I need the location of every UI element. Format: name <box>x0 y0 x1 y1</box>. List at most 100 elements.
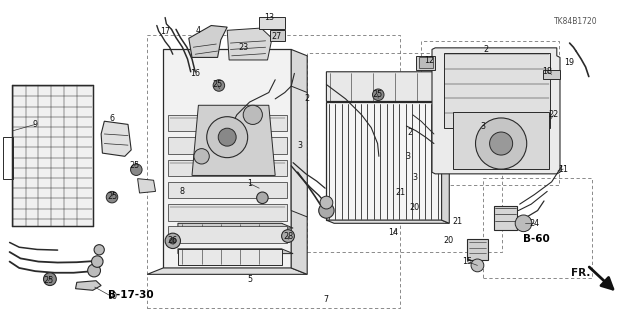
Text: 13: 13 <box>264 13 274 22</box>
Circle shape <box>207 117 248 158</box>
Circle shape <box>515 215 532 232</box>
Polygon shape <box>138 179 156 193</box>
Polygon shape <box>76 281 101 290</box>
Polygon shape <box>147 268 307 274</box>
Text: 14: 14 <box>388 228 399 237</box>
Bar <box>419 57 433 68</box>
Polygon shape <box>168 137 287 154</box>
Polygon shape <box>291 49 307 274</box>
Polygon shape <box>178 223 293 228</box>
Text: 17: 17 <box>160 27 170 36</box>
Circle shape <box>92 256 103 267</box>
Circle shape <box>490 132 513 155</box>
Text: 3: 3 <box>412 173 417 182</box>
Polygon shape <box>189 26 227 57</box>
Text: 5: 5 <box>247 275 252 284</box>
Bar <box>467 239 488 260</box>
Bar <box>416 56 435 70</box>
Text: 22: 22 <box>548 110 559 119</box>
Bar <box>543 70 560 79</box>
Bar <box>12 85 93 226</box>
Text: 24: 24 <box>529 219 540 228</box>
Polygon shape <box>192 105 275 175</box>
Polygon shape <box>178 249 293 254</box>
Polygon shape <box>168 204 287 221</box>
Text: 9: 9 <box>33 120 38 129</box>
Circle shape <box>131 164 142 175</box>
Text: B-60: B-60 <box>523 234 550 244</box>
Text: 16: 16 <box>190 69 200 78</box>
Text: 11: 11 <box>558 165 568 174</box>
Text: 21: 21 <box>452 217 463 226</box>
Text: 7: 7 <box>324 295 329 304</box>
Polygon shape <box>326 72 448 101</box>
Bar <box>307 53 502 252</box>
Circle shape <box>218 128 236 146</box>
Text: 2: 2 <box>484 45 489 54</box>
Text: 3: 3 <box>481 122 486 130</box>
Bar <box>259 17 285 29</box>
Polygon shape <box>432 48 560 174</box>
Circle shape <box>282 230 294 242</box>
Circle shape <box>170 238 176 244</box>
Circle shape <box>44 273 56 286</box>
Polygon shape <box>453 112 549 169</box>
Polygon shape <box>326 102 442 220</box>
Text: 27: 27 <box>271 32 282 41</box>
Bar <box>421 41 559 185</box>
Polygon shape <box>291 86 307 217</box>
Polygon shape <box>442 102 449 223</box>
Polygon shape <box>326 220 449 223</box>
Text: 3: 3 <box>406 152 411 161</box>
Text: 26: 26 <box>168 236 178 245</box>
Text: 25: 25 <box>372 90 383 99</box>
Circle shape <box>372 89 384 100</box>
Circle shape <box>213 80 225 91</box>
Bar <box>483 178 592 278</box>
Circle shape <box>471 259 484 272</box>
Text: 25: 25 <box>129 161 140 170</box>
Polygon shape <box>168 115 287 131</box>
Text: 10: 10 <box>107 292 117 301</box>
Text: 2: 2 <box>305 94 310 103</box>
Text: 8: 8 <box>180 187 185 196</box>
Text: 6: 6 <box>109 114 115 122</box>
Circle shape <box>320 196 333 209</box>
Text: FR.: FR. <box>572 268 591 278</box>
Polygon shape <box>444 53 550 128</box>
Circle shape <box>194 149 209 164</box>
Circle shape <box>106 191 118 203</box>
Text: 3: 3 <box>297 141 302 150</box>
Circle shape <box>165 233 180 249</box>
Text: 20: 20 <box>410 203 420 212</box>
Polygon shape <box>178 223 282 239</box>
Text: 19: 19 <box>564 58 575 67</box>
Polygon shape <box>168 160 287 176</box>
Polygon shape <box>178 249 282 265</box>
Text: 18: 18 <box>542 67 552 76</box>
Circle shape <box>319 203 334 218</box>
Circle shape <box>88 264 100 277</box>
Text: 2: 2 <box>407 128 412 137</box>
Bar <box>494 206 517 230</box>
Text: 25: 25 <box>107 192 117 201</box>
Text: TK84B1720: TK84B1720 <box>554 17 598 26</box>
Circle shape <box>257 192 268 204</box>
Bar <box>147 35 400 308</box>
Text: 12: 12 <box>424 56 434 65</box>
Circle shape <box>476 118 527 169</box>
Text: 25: 25 <box>212 80 223 89</box>
Polygon shape <box>168 182 287 198</box>
Text: 20: 20 <box>443 236 453 245</box>
Polygon shape <box>168 226 287 243</box>
Polygon shape <box>163 49 291 268</box>
Text: 21: 21 <box>395 189 405 197</box>
Circle shape <box>243 105 262 124</box>
Text: 1: 1 <box>247 179 252 188</box>
Polygon shape <box>101 121 131 156</box>
Text: 28: 28 <box>283 232 293 241</box>
Text: 25: 25 <box>43 276 53 285</box>
Text: 23: 23 <box>238 43 248 52</box>
Circle shape <box>94 245 104 255</box>
Text: B-17-30: B-17-30 <box>108 290 154 300</box>
